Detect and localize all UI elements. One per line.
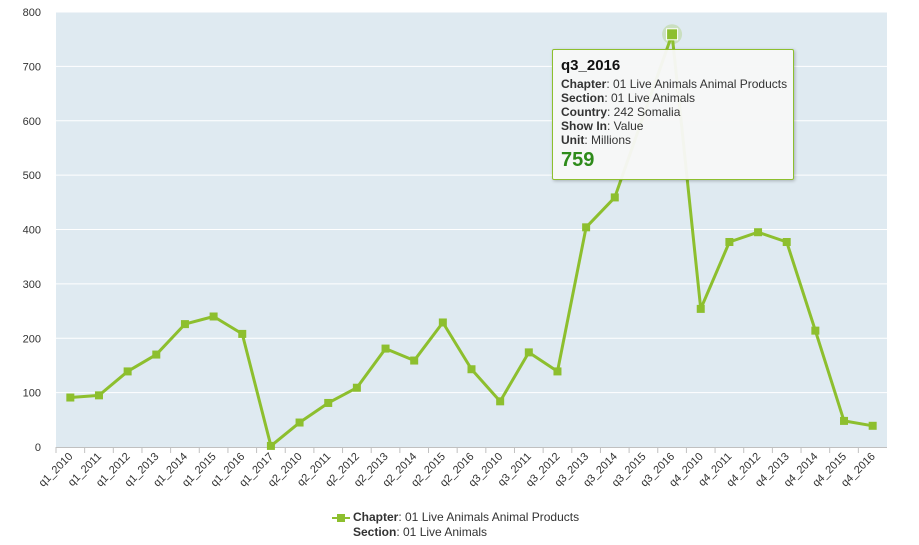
tooltip-label: Unit [561,133,585,147]
data-point-marker [666,28,679,41]
data-point-marker [811,326,820,335]
data-point-marker [238,329,247,338]
tooltip-value: 759 [561,149,595,171]
y-tick-label: 100 [23,388,41,400]
data-point-marker [725,238,734,247]
tooltip-row-section: Section: 01 Live Animals [561,91,785,105]
tooltip-row-country: Country: 242 Somalia [561,105,785,119]
data-point-marker [123,367,132,376]
data-point-marker [754,228,763,237]
tooltip-label: Show In [561,119,607,133]
legend-label: Section [353,525,397,539]
data-point-tooltip: q3_2016 Chapter: 01 Live Animals Animal … [552,49,794,180]
y-tick-label: 700 [23,61,41,73]
data-point-marker [381,344,390,353]
data-point-marker [438,318,447,327]
data-point-marker [295,418,304,427]
series-line [70,32,873,448]
data-point-marker [209,312,218,321]
tooltip-row-chapter: Chapter: 01 Live Animals Animal Products [561,77,788,91]
y-tick-label: 500 [23,170,41,182]
y-tick-label: 200 [23,333,41,345]
data-point-marker [94,391,103,400]
data-point-marker [553,367,562,376]
tooltip-value-text: : 01 Live Animals [604,91,696,105]
data-point-marker [467,365,476,374]
legend-value: : 01 Live Animals [396,525,488,539]
legend-label: Chapter [353,510,399,524]
data-point-marker [66,393,75,402]
data-point-marker [152,350,161,359]
y-tick-label: 0 [35,442,41,454]
y-tick-label: 600 [23,116,41,128]
data-point-marker [496,397,505,406]
tooltip-value-text: : Millions [584,133,632,147]
legend-series-marker-icon [332,514,350,522]
tooltip-row-unit: Unit: Millions [561,133,785,147]
data-point-marker [410,356,419,365]
legend-line-chapter: Chapter: 01 Live Animals Animal Products [353,510,579,525]
data-point-marker [582,223,591,232]
tooltip-label: Section [561,91,605,105]
data-point-marker [696,304,705,313]
tooltip-value-text: : 01 Live Animals Animal Products [606,77,788,91]
tooltip-value-text: : 242 Somalia [607,105,681,119]
tooltip-label: Country [561,105,607,119]
data-point-marker [610,193,619,202]
data-point-marker [352,383,361,392]
tooltip-label: Chapter [561,77,607,91]
data-point-marker [324,398,333,407]
tooltip-value-text: : Value [607,119,644,133]
legend-line-section: Section: 01 Live Animals [353,525,579,540]
data-point-marker [180,320,189,329]
legend-series-label: Chapter: 01 Live Animals Animal Products… [353,510,579,540]
legend-value: : 01 Live Animals Animal Products [398,510,580,524]
data-point-marker [524,348,533,357]
y-tick-label: 800 [23,7,41,19]
y-tick-label: 400 [23,225,41,237]
tooltip-row-show-in: Show In: Value [561,119,785,133]
data-point-marker [868,421,877,430]
data-point-marker [782,238,791,247]
data-point-marker [840,416,849,425]
y-tick-label: 300 [23,279,41,291]
data-point-marker [266,441,275,450]
tooltip-title: q3_2016 [561,57,621,74]
